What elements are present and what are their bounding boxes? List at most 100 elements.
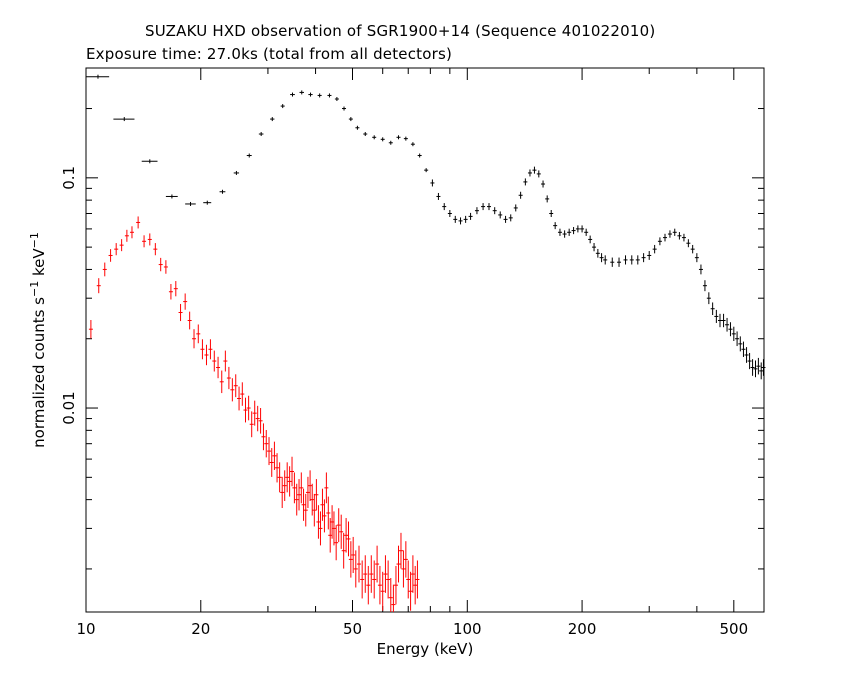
data-point bbox=[413, 565, 418, 605]
data-point bbox=[88, 319, 93, 339]
data-point bbox=[698, 264, 703, 275]
data-point bbox=[562, 230, 567, 238]
data-point bbox=[372, 135, 377, 140]
x-tick-label: 20 bbox=[191, 620, 210, 638]
data-point bbox=[718, 313, 723, 328]
data-point bbox=[341, 532, 346, 569]
data-point bbox=[237, 386, 242, 411]
data-point bbox=[258, 408, 263, 434]
data-point bbox=[290, 92, 295, 97]
data-point bbox=[498, 211, 503, 219]
data-point bbox=[545, 195, 550, 203]
data-point bbox=[280, 476, 285, 508]
data-point bbox=[377, 565, 382, 605]
data-point bbox=[212, 350, 217, 372]
data-point bbox=[436, 192, 441, 200]
data-point bbox=[710, 302, 715, 316]
data-point bbox=[114, 243, 119, 256]
data-point bbox=[580, 225, 585, 233]
data-point bbox=[305, 476, 310, 508]
data-point bbox=[398, 532, 403, 569]
data-point bbox=[328, 518, 333, 553]
data-point bbox=[308, 92, 313, 97]
data-point bbox=[226, 366, 231, 390]
data-point bbox=[595, 248, 600, 258]
data-point bbox=[240, 382, 245, 406]
tick-labels: 10 20 50 100 200 500 0.01 0.1 bbox=[60, 166, 748, 638]
data-point bbox=[339, 514, 344, 549]
data-point bbox=[725, 317, 730, 332]
data-point bbox=[322, 499, 327, 533]
data-point bbox=[243, 397, 248, 423]
data-point bbox=[513, 204, 518, 212]
data-point bbox=[672, 228, 677, 236]
data-point bbox=[523, 178, 528, 186]
data-point bbox=[219, 189, 226, 194]
data-point bbox=[147, 233, 152, 246]
data-point bbox=[694, 253, 699, 263]
data-point bbox=[532, 166, 537, 174]
data-point bbox=[408, 571, 413, 611]
data-point bbox=[346, 521, 351, 557]
data-point bbox=[731, 326, 736, 342]
data-point bbox=[541, 180, 546, 188]
data-point bbox=[603, 255, 608, 265]
data-point bbox=[383, 555, 388, 593]
data-point bbox=[141, 159, 158, 164]
y-tick-label: 0.1 bbox=[60, 166, 78, 190]
data-point bbox=[386, 560, 391, 599]
data-point bbox=[282, 470, 287, 501]
data-point bbox=[518, 191, 523, 199]
data-point bbox=[342, 106, 347, 111]
data-point bbox=[549, 209, 554, 217]
data-point bbox=[86, 74, 110, 79]
data-point bbox=[657, 237, 662, 246]
data-point bbox=[567, 228, 572, 236]
data-point bbox=[396, 135, 401, 140]
data-point bbox=[735, 331, 740, 347]
x-tick-label: 200 bbox=[568, 620, 597, 638]
data-point bbox=[406, 560, 411, 599]
data-point bbox=[599, 253, 604, 263]
data-point bbox=[492, 207, 497, 215]
data-point bbox=[204, 344, 209, 366]
data-point bbox=[623, 255, 628, 265]
data-point bbox=[355, 125, 360, 130]
data-point bbox=[393, 565, 398, 605]
data-point bbox=[527, 169, 532, 177]
data-point bbox=[714, 309, 719, 323]
data-point bbox=[741, 341, 746, 357]
data-point bbox=[230, 378, 235, 402]
data-point bbox=[391, 584, 396, 612]
data-point bbox=[102, 262, 107, 277]
data-point bbox=[318, 511, 323, 546]
plot-frame bbox=[85, 67, 765, 613]
data-point bbox=[192, 329, 197, 349]
data-point bbox=[168, 284, 173, 300]
y-axis-label-exp2: −1 bbox=[28, 232, 41, 248]
data-point bbox=[249, 411, 254, 438]
data-point bbox=[610, 257, 615, 267]
y-axis-label-mid: keV bbox=[30, 248, 48, 281]
data-point bbox=[652, 244, 657, 254]
data-point bbox=[363, 132, 368, 137]
data-point bbox=[424, 168, 429, 173]
data-point bbox=[153, 243, 158, 256]
data-point bbox=[417, 153, 422, 158]
data-point bbox=[108, 249, 113, 262]
data-point bbox=[375, 545, 380, 583]
data-point bbox=[681, 233, 686, 242]
data-point bbox=[324, 472, 329, 504]
series-black bbox=[86, 74, 766, 380]
data-point bbox=[246, 153, 252, 158]
data-point bbox=[297, 479, 302, 511]
y-tick-label: 0.01 bbox=[60, 391, 78, 424]
data-point bbox=[258, 132, 264, 137]
data-point bbox=[629, 255, 634, 265]
data-point bbox=[403, 136, 408, 141]
data-point bbox=[458, 217, 463, 225]
x-tick-label: 50 bbox=[343, 620, 362, 638]
data-point bbox=[380, 571, 385, 611]
data-point bbox=[203, 200, 212, 205]
data-point bbox=[481, 203, 486, 211]
